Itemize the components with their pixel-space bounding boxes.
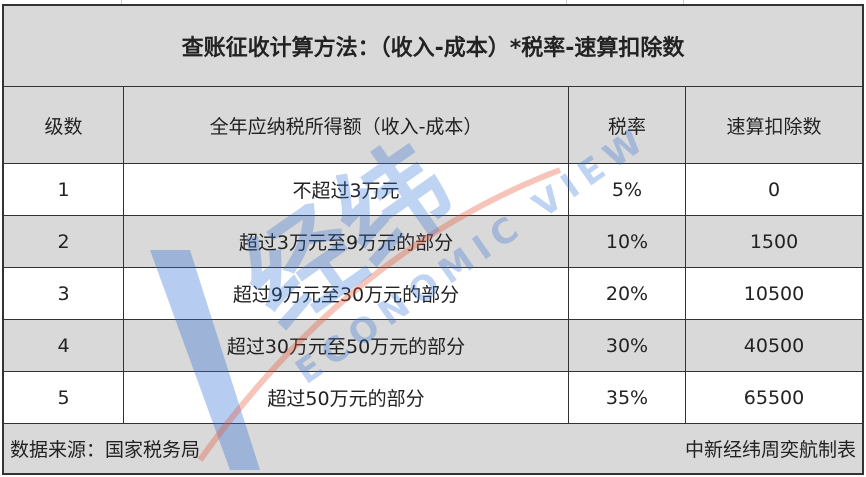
header-deduction: 速算扣除数	[685, 87, 862, 163]
cell-level: 3	[57, 282, 70, 305]
cell-level: 2	[57, 230, 70, 253]
tax-table: 查账征收计算方法：（收入-成本）*税率-速算扣除数 级数 全年应纳税所得额（收入…	[2, 4, 864, 475]
cell-rate: 20%	[568, 268, 685, 319]
header-level: 级数	[44, 115, 83, 138]
table-title: 查账征收计算方法：（收入-成本）*税率-速算扣除数	[4, 6, 862, 86]
cell-level: 4	[57, 334, 70, 357]
top-gridlines	[0, 0, 866, 4]
table-row: 1 不超过3万元 5% 0	[4, 163, 862, 215]
header-income: 全年应纳税所得额（收入-成本）	[123, 87, 568, 163]
cell-income: 超过3万元至9万元的部分	[123, 216, 568, 267]
cell-income: 超过50万元的部分	[123, 372, 568, 423]
footer-row: 数据来源：国家税务局 中新经纬周奕航制表	[4, 423, 862, 473]
cell-rate: 30%	[568, 320, 685, 371]
cell-rate: 10%	[568, 216, 685, 267]
cell-level: 1	[57, 178, 70, 201]
table-row: 2 超过3万元至9万元的部分 10% 1500	[4, 215, 862, 267]
header-rate: 税率	[568, 87, 685, 163]
header-row: 级数 全年应纳税所得额（收入-成本） 税率 速算扣除数	[4, 86, 862, 163]
table-row: 3 超过9万元至30万元的部分 20% 10500	[4, 267, 862, 319]
cell-rate: 35%	[568, 372, 685, 423]
cell-rate: 5%	[568, 164, 685, 215]
cell-level: 5	[57, 386, 70, 409]
cell-deduction: 1500	[685, 216, 862, 267]
cell-income: 超过9万元至30万元的部分	[123, 268, 568, 319]
cell-income: 不超过3万元	[123, 164, 568, 215]
table-row: 4 超过30万元至50万元的部分 30% 40500	[4, 319, 862, 371]
cell-deduction: 40500	[685, 320, 862, 371]
table-row: 5 超过50万元的部分 35% 65500	[4, 371, 862, 423]
cell-deduction: 65500	[685, 372, 862, 423]
cell-income: 超过30万元至50万元的部分	[123, 320, 568, 371]
credit: 中新经纬周奕航制表	[684, 439, 856, 461]
data-source: 数据来源：国家税务局	[10, 439, 201, 461]
cell-deduction: 0	[685, 164, 862, 215]
cell-deduction: 10500	[685, 268, 862, 319]
